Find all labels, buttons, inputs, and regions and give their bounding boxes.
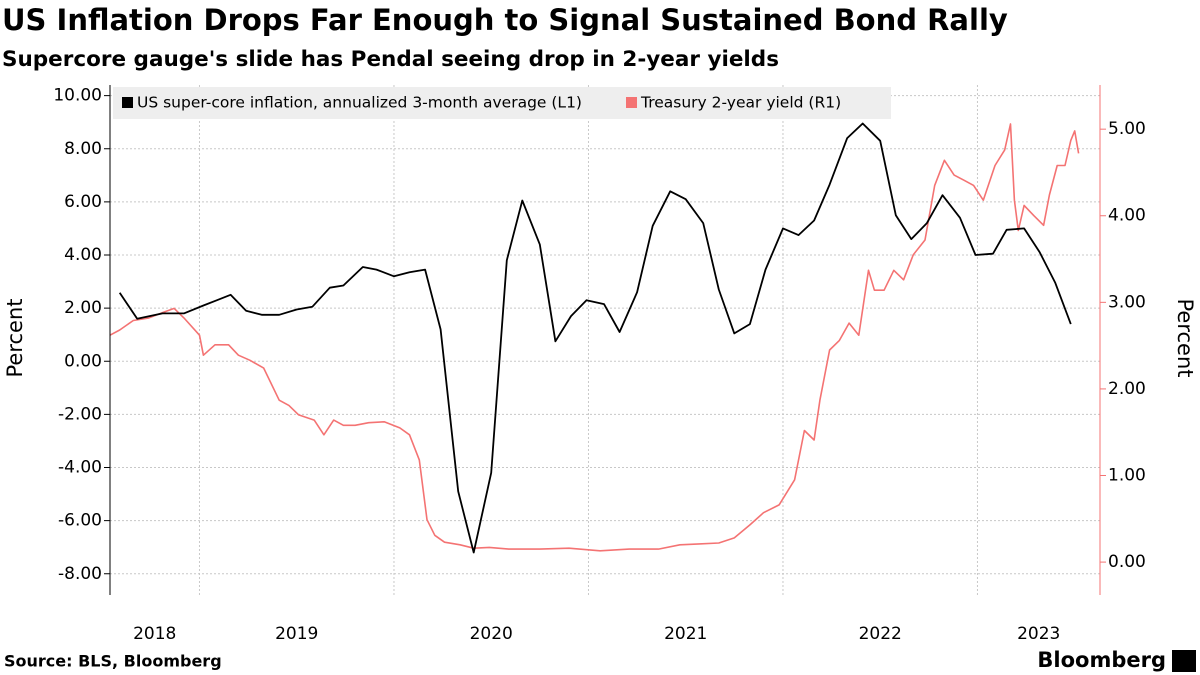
y-tick-label: -2.00	[58, 404, 102, 424]
legend-swatch	[626, 97, 637, 108]
y-tick-label: 2.00	[64, 298, 102, 318]
legend-label: US super-core inflation, annualized 3-mo…	[137, 94, 582, 112]
y2-tick-label: 0.00	[1108, 552, 1146, 572]
x-tick-label: 2021	[664, 624, 707, 644]
x-tick-label: 2020	[470, 624, 513, 644]
x-tick-label: 2019	[275, 624, 318, 644]
line-series	[118, 122, 1072, 554]
chart-subtitle: Supercore gauge's slide has Pendal seein…	[2, 47, 779, 72]
y-tick-label: -6.00	[58, 511, 102, 531]
chart-title: US Inflation Drops Far Enough to Signal …	[2, 3, 1008, 37]
legend: US super-core inflation, annualized 3-mo…	[113, 87, 891, 119]
y-axis-label: Percent	[3, 298, 27, 377]
y2-tick-label: 5.00	[1108, 119, 1146, 139]
x-tick-label: 2022	[859, 624, 902, 644]
y-tick-label: 0.00	[64, 351, 102, 371]
x-tick-label: 2018	[133, 624, 176, 644]
y-tick-label: 6.00	[64, 192, 102, 212]
y2-tick-label: 4.00	[1108, 206, 1146, 226]
legend-box	[113, 87, 891, 119]
y2-tick-label: 3.00	[1108, 292, 1146, 312]
y-tick-label: 8.00	[64, 139, 102, 159]
brand-icon	[1172, 650, 1196, 672]
y-tick-label: 10.00	[53, 86, 102, 106]
x-tick-label: 2023	[1017, 624, 1060, 644]
brand-logo: Bloomberg	[1037, 648, 1166, 672]
legend-label: Treasury 2-year yield (R1)	[640, 94, 841, 112]
y-tick-label: 4.00	[64, 245, 102, 265]
y2-tick-label: 1.00	[1108, 466, 1146, 486]
source-note: Source: BLS, Bloomberg	[4, 652, 222, 671]
legend-swatch	[122, 97, 133, 108]
y2-tick-label: 2.00	[1108, 379, 1146, 399]
y2-axis-label: Percent	[1173, 298, 1197, 377]
line-series	[109, 123, 1080, 552]
y-tick-label: -8.00	[58, 564, 102, 584]
y-tick-label: -4.00	[58, 458, 102, 478]
